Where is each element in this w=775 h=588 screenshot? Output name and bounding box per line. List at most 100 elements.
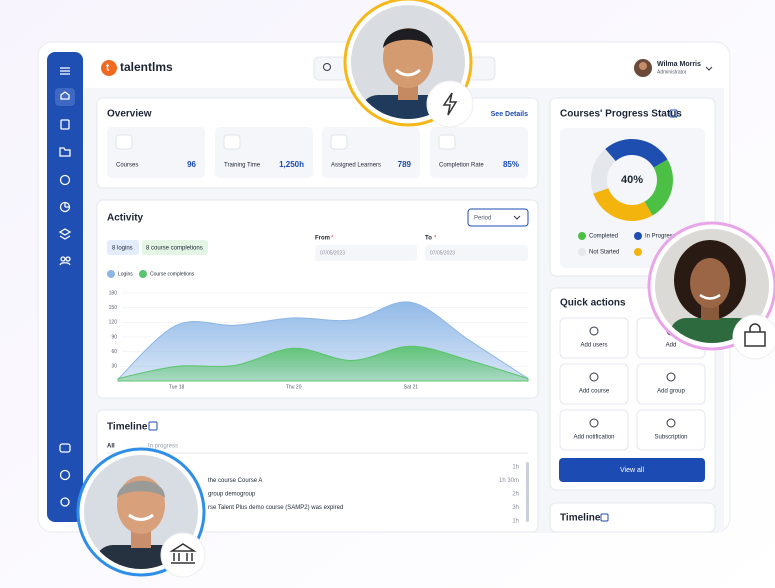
stat-icon <box>438 134 456 150</box>
quick-action[interactable] <box>636 363 706 405</box>
y-tick-label: 30 <box>111 364 117 370</box>
x-tick-label: Tue 18 <box>169 384 185 390</box>
badge-logins-text: 8 logins <box>112 246 133 252</box>
legend-dot <box>578 248 586 256</box>
to-date: 07/05/2023 <box>430 250 455 256</box>
legend-dot <box>107 270 115 278</box>
quick-action-icon <box>666 372 676 382</box>
quick-action-icon <box>589 326 599 336</box>
x-tick-label: Thu 20 <box>286 384 302 390</box>
y-tick-label: 150 <box>109 305 118 311</box>
to-label: To <box>425 236 432 242</box>
view-all-button[interactable] <box>559 458 705 482</box>
quick-action-icon <box>666 418 676 428</box>
badge-completions <box>142 240 208 255</box>
timeline-text: the course Course A <box>208 478 262 484</box>
overview-title: Overview <box>107 109 152 120</box>
avatar-right <box>647 221 775 360</box>
legend-label: Not Started <box>589 250 619 256</box>
avatar-top <box>343 0 474 128</box>
timeline-time: 2h <box>512 492 519 498</box>
timeline-time: 1h <box>512 465 519 471</box>
search-icon <box>323 63 331 71</box>
from-date: 07/05/2023 <box>320 250 345 256</box>
legend-label: Completed <box>589 234 618 240</box>
brand: talentlms <box>120 60 173 74</box>
badge-completions-text: 8 course completions <box>146 246 203 252</box>
progress-open[interactable] <box>669 109 678 118</box>
quick-action-label: Add course <box>579 389 610 395</box>
stat-icon <box>330 134 348 150</box>
scrollbar[interactable] <box>526 462 529 522</box>
period-caret <box>513 215 521 220</box>
donut-slice <box>593 188 653 221</box>
quick-action[interactable] <box>559 363 629 405</box>
quick-action-label: Add notification <box>573 435 614 441</box>
period-dropdown[interactable] <box>467 208 529 227</box>
area-1 <box>117 345 529 382</box>
user-menu-caret[interactable] <box>705 66 713 71</box>
quick-action-icon <box>589 418 599 428</box>
quick-action[interactable] <box>559 317 629 359</box>
timeline-time: 1h 30m <box>499 478 519 484</box>
donut-slice <box>644 159 673 216</box>
legend-dot <box>634 248 642 256</box>
quick-action-label: Add <box>666 343 677 349</box>
x-tick-label: Sat 21 <box>404 384 419 390</box>
legend-dot <box>578 232 586 240</box>
see-details[interactable]: See Details <box>491 111 528 118</box>
sidebar-icons[interactable] <box>55 67 75 507</box>
quick-action-label: Add group <box>657 389 685 395</box>
quick-action-icon <box>589 372 599 382</box>
quick-actions-title: Quick actions <box>560 298 626 309</box>
legend-label: Course completions <box>150 271 195 277</box>
stat-label: Courses <box>116 163 138 169</box>
to-input[interactable] <box>425 245 528 261</box>
quick-action[interactable] <box>636 409 706 451</box>
quick-action-label: Add users <box>580 343 607 349</box>
timeline-title: Timeline <box>107 422 148 433</box>
timeline-text: rse Talent Plus demo course (SAMP2) was … <box>208 505 343 511</box>
timeline2-title: Timeline <box>560 513 601 524</box>
timeline2-card <box>549 502 716 533</box>
stat-label: Assigned Learners <box>331 163 381 169</box>
legend-label: Logins <box>118 271 133 277</box>
sidebar <box>47 52 83 522</box>
stat-label: Training Time <box>224 163 261 169</box>
donut-slice <box>605 139 668 168</box>
progress-title: Courses' Progress Status <box>560 109 682 120</box>
y-tick-label: 90 <box>111 334 117 340</box>
logo-icon <box>101 60 117 76</box>
to-required: * <box>434 236 437 242</box>
stat-value: 96 <box>187 160 196 169</box>
view-all-label: View all <box>620 467 644 474</box>
legend-dot <box>139 270 147 278</box>
timeline-open[interactable] <box>148 421 158 431</box>
stat-value: 85% <box>503 160 519 169</box>
from-label: From <box>315 236 330 242</box>
user-name: Wilma Morris <box>657 61 701 68</box>
legend-label: In Progress <box>645 234 676 240</box>
y-tick-label: 180 <box>109 290 118 296</box>
badge-logins <box>107 240 139 255</box>
stat-icon <box>115 134 133 150</box>
quick-action-label: Subscription <box>654 435 687 441</box>
from-input[interactable] <box>315 245 417 261</box>
logo-mark: t <box>106 63 110 74</box>
stat-value: 1,250h <box>279 160 304 169</box>
y-tick-label: 120 <box>109 320 118 326</box>
donut-center: 40% <box>621 174 643 186</box>
from-required: * <box>331 236 334 242</box>
legend-dot <box>634 232 642 240</box>
quick-action[interactable] <box>559 409 629 451</box>
timeline-time: 1h <box>512 519 519 525</box>
stat-icon <box>223 134 241 150</box>
tab-all[interactable]: All <box>107 444 115 450</box>
period-label: Period <box>474 216 491 222</box>
timeline-text: group demogroup <box>208 492 256 498</box>
avatar-bottom <box>76 447 206 578</box>
user-role: Administrator <box>657 69 687 75</box>
y-tick-label: 60 <box>111 349 117 355</box>
tab-progress[interactable]: In progress <box>148 444 178 450</box>
